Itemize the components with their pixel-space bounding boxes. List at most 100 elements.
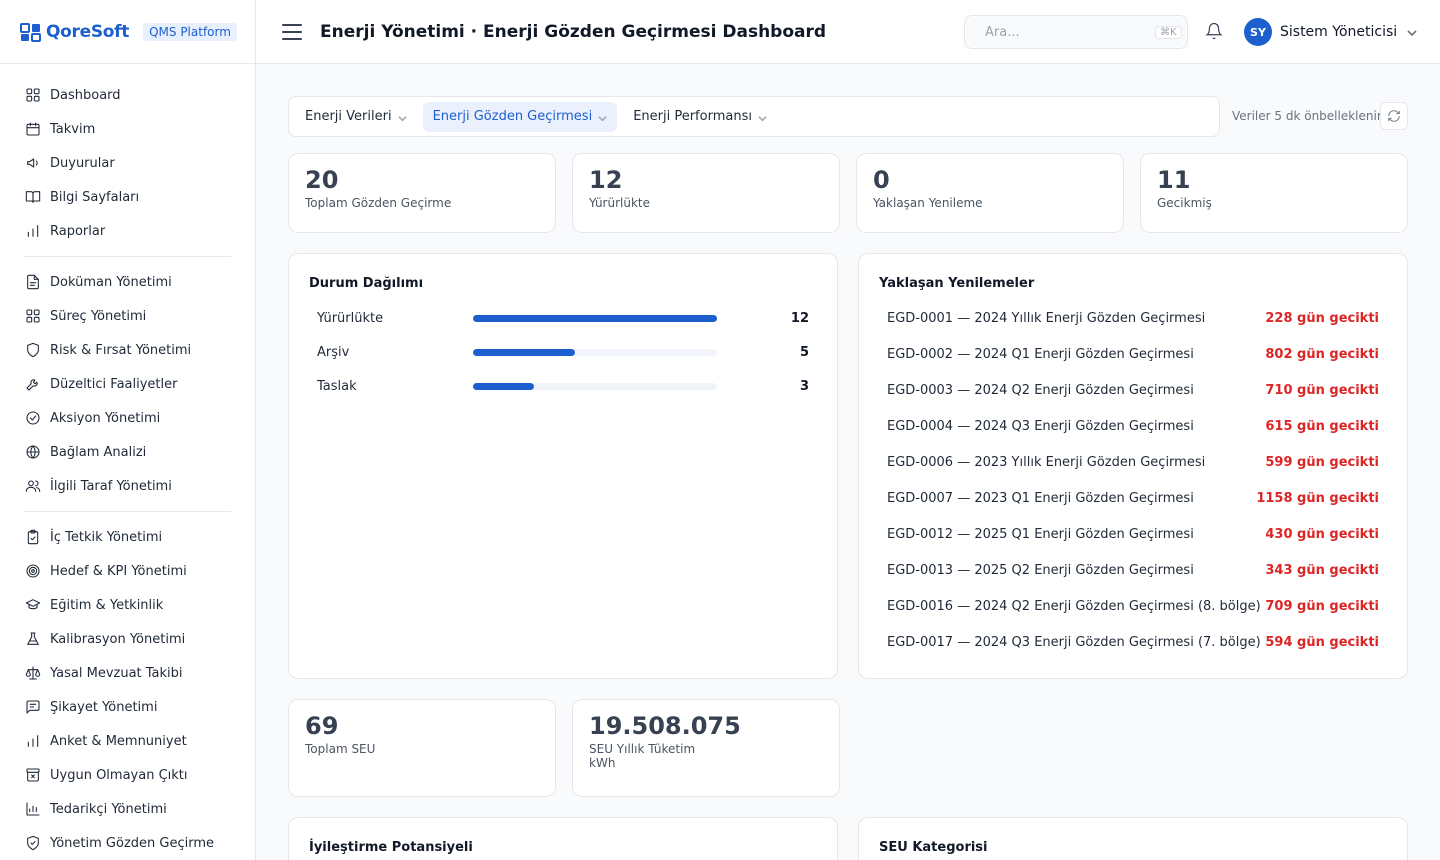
sidebar-item-düzeltici-faaliyetler[interactable]: Düzeltici Faaliyetler — [24, 367, 231, 401]
status-row: Taslak 3 — [317, 376, 809, 396]
shield-check-icon — [24, 834, 42, 852]
sidebar-item-i-lgili-taraf-yönetimi[interactable]: İlgili Taraf Yönetimi — [24, 469, 231, 503]
sidebar-item-anket-memnuniyet[interactable]: Anket & Memnuniyet — [24, 724, 231, 758]
bar-chart-icon — [24, 222, 42, 240]
status-label: Yürürlükte — [317, 310, 384, 326]
status-distribution-card: Durum Dağılımı Yürürlükte 12 Arşiv 5 Taslak 3 — [288, 253, 838, 679]
stat-value: 19.508.075 — [589, 712, 741, 740]
card-title: Yaklaşan Yenilemeler — [879, 276, 1035, 291]
renewal-name: EGD-0007 — 2023 Q1 Enerji Gözden Geçirme… — [887, 490, 1194, 506]
sidebar-item-aksiyon-yönetimi[interactable]: Aksiyon Yönetimi — [24, 401, 231, 435]
sidebar-item-eğitim-yetkinlik[interactable]: Eğitim & Yetkinlik — [24, 588, 231, 622]
renewal-overdue: 343 gün gecikti — [1265, 562, 1379, 578]
renewal-row[interactable]: EGD-0002 — 2024 Q1 Enerji Gözden Geçirme… — [887, 343, 1379, 365]
sidebar-item-label: Düzeltici Faaliyetler — [50, 376, 178, 392]
check-circle-icon — [24, 409, 42, 427]
brand-name: QoreSoft — [46, 21, 130, 42]
search-box[interactable]: ⌘K — [964, 15, 1188, 49]
bell-icon[interactable] — [1205, 22, 1223, 40]
renewal-row[interactable]: EGD-0007 — 2023 Q1 Enerji Gözden Geçirme… — [887, 487, 1379, 509]
status-count: 3 — [799, 378, 809, 394]
renewal-overdue: 430 gün gecikti — [1265, 526, 1379, 542]
message-icon — [24, 698, 42, 716]
sidebar-item-label: Hedef & KPI Yönetimi — [50, 563, 187, 579]
status-bar-track — [473, 348, 717, 356]
stat-in-force: 12 Yürürlükte — [572, 153, 840, 233]
sidebar-item-label: Şikayet Yönetimi — [50, 699, 158, 715]
renewal-row[interactable]: EGD-0006 — 2023 Yıllık Enerji Gözden Geç… — [887, 451, 1379, 473]
sidebar-item-i-ç-tetkik-yönetimi[interactable]: İç Tetkik Yönetimi — [24, 520, 231, 554]
sidebar-item-şikayet-yönetimi[interactable]: Şikayet Yönetimi — [24, 690, 231, 724]
clipboard-check-icon — [24, 528, 42, 546]
renewal-row[interactable]: EGD-0016 — 2024 Q2 Enerji Gözden Geçirme… — [887, 595, 1379, 617]
renewal-row[interactable]: EGD-0012 — 2025 Q1 Enerji Gözden Geçirme… — [887, 523, 1379, 545]
nav-group: İç Tetkik Yönetimi Hedef & KPI Yönetimi Eğ… — [24, 520, 231, 860]
wrench-icon — [24, 375, 42, 393]
renewal-name: EGD-0001 — 2024 Yıllık Enerji Gözden Geç… — [887, 310, 1206, 326]
renewal-row[interactable]: EGD-0004 — 2024 Q3 Enerji Gözden Geçirme… — [887, 415, 1379, 437]
status-bar-fill — [473, 314, 717, 322]
sidebar-item-raporlar[interactable]: Raporlar — [24, 214, 231, 248]
sidebar-item-süreç-yönetimi[interactable]: Süreç Yönetimi — [24, 299, 231, 333]
upcoming-renewals-card: Yaklaşan Yenilemeler EGD-0001 — 2024 Yıl… — [858, 253, 1408, 679]
module-tabs: Enerji Verileri Enerji Gözden Geçirmesi En… — [288, 96, 1220, 137]
sidebar-item-hedef-kpi-yönetimi[interactable]: Hedef & KPI Yönetimi — [24, 554, 231, 588]
sidebar-item-uygun-olmayan-çıktı[interactable]: Uygun Olmayan Çıktı — [24, 758, 231, 792]
tab-enerji-performansı[interactable]: Enerji Performansı — [623, 102, 777, 132]
refresh-button[interactable] — [1380, 102, 1408, 130]
sidebar-item-label: Risk & Fırsat Yönetimi — [50, 342, 192, 358]
refresh-icon — [1388, 110, 1400, 122]
renewal-overdue: 228 gün gecikti — [1265, 310, 1379, 326]
status-label: Taslak — [317, 378, 357, 394]
renewal-row[interactable]: EGD-0013 — 2025 Q2 Enerji Gözden Geçirme… — [887, 559, 1379, 581]
sidebar-item-dashboard[interactable]: Dashboard — [24, 78, 231, 112]
book-icon — [24, 188, 42, 206]
sidebar-item-label: Yönetim Gözden Geçirme — [50, 835, 214, 851]
sidebar-item-kalibrasyon-yönetimi[interactable]: Kalibrasyon Yönetimi — [24, 622, 231, 656]
sidebar-item-duyurular[interactable]: Duyurular — [24, 146, 231, 180]
grid-icon — [24, 86, 42, 104]
tab-enerji-verileri[interactable]: Enerji Verileri — [295, 102, 417, 132]
search-input[interactable] — [985, 24, 1155, 40]
status-row: Yürürlükte 12 — [317, 308, 809, 328]
renewal-overdue: 1158 gün gecikti — [1256, 490, 1379, 506]
sidebar-item-yasal-mevzuat-takibi[interactable]: Yasal Mevzuat Takibi — [24, 656, 231, 690]
sidebar-item-takvim[interactable]: Takvim — [24, 112, 231, 146]
seu-category-card: SEU Kategorisi — [858, 817, 1408, 860]
sidebar-item-bilgi-sayfaları[interactable]: Bilgi Sayfaları — [24, 180, 231, 214]
sidebar-item-yönetim-gözden-geçirme[interactable]: Yönetim Gözden Geçirme — [24, 826, 231, 860]
status-bar-track — [473, 382, 717, 390]
logo-icon — [20, 21, 42, 43]
sidebar-item-tedarikçi-yönetimi[interactable]: Tedarikçi Yönetimi — [24, 792, 231, 826]
cache-info: Veriler 5 dk önbelleklenir — [1232, 109, 1382, 123]
sidebar-item-label: Yasal Mevzuat Takibi — [50, 665, 183, 681]
renewal-name: EGD-0017 — 2024 Q3 Enerji Gözden Geçirme… — [887, 634, 1261, 650]
renewal-name: EGD-0002 — 2024 Q1 Enerji Gözden Geçirme… — [887, 346, 1194, 362]
renewal-overdue: 709 gün gecikti — [1265, 598, 1379, 614]
menu-toggle-icon[interactable] — [282, 23, 302, 40]
status-bar-fill — [473, 382, 534, 390]
sidebar-item-label: Raporlar — [50, 223, 106, 239]
users-icon — [24, 477, 42, 495]
chevron-down-icon — [1407, 27, 1417, 37]
renewal-name: EGD-0013 — 2025 Q2 Enerji Gözden Geçirme… — [887, 562, 1194, 578]
renewal-row[interactable]: EGD-0001 — 2024 Yıllık Enerji Gözden Geç… — [887, 307, 1379, 329]
improvement-potential-card: İyileştirme Potansiyeli — [288, 817, 838, 860]
sidebar-item-risk-fırsat-yönetimi[interactable]: Risk & Fırsat Yönetimi — [24, 333, 231, 367]
tab-label: Enerji Performansı — [633, 109, 752, 124]
tab-enerji-gözden-geçirmesi[interactable]: Enerji Gözden Geçirmesi — [422, 101, 618, 132]
sidebar-item-bağlam-analizi[interactable]: Bağlam Analizi — [24, 435, 231, 469]
stat-value: 12 — [589, 166, 623, 194]
sidebar-item-label: Tedarikçi Yönetimi — [50, 801, 167, 817]
renewal-name: EGD-0006 — 2023 Yıllık Enerji Gözden Geç… — [887, 454, 1206, 470]
renewal-row[interactable]: EGD-0017 — 2024 Q3 Enerji Gözden Geçirme… — [887, 631, 1379, 653]
scale-icon — [24, 664, 42, 682]
renewal-row[interactable]: EGD-0003 — 2024 Q2 Enerji Gözden Geçirme… — [887, 379, 1379, 401]
globe-icon — [24, 443, 42, 461]
sidebar-item-label: İlgili Taraf Yönetimi — [50, 478, 172, 494]
user-menu[interactable]: SY Sistem Yöneticisi — [1244, 18, 1417, 46]
calendar-icon — [24, 120, 42, 138]
stat-label: Yaklaşan Yenileme — [873, 196, 983, 210]
sidebar-item-doküman-yönetimi[interactable]: Doküman Yönetimi — [24, 265, 231, 299]
status-row: Arşiv 5 — [317, 342, 809, 362]
